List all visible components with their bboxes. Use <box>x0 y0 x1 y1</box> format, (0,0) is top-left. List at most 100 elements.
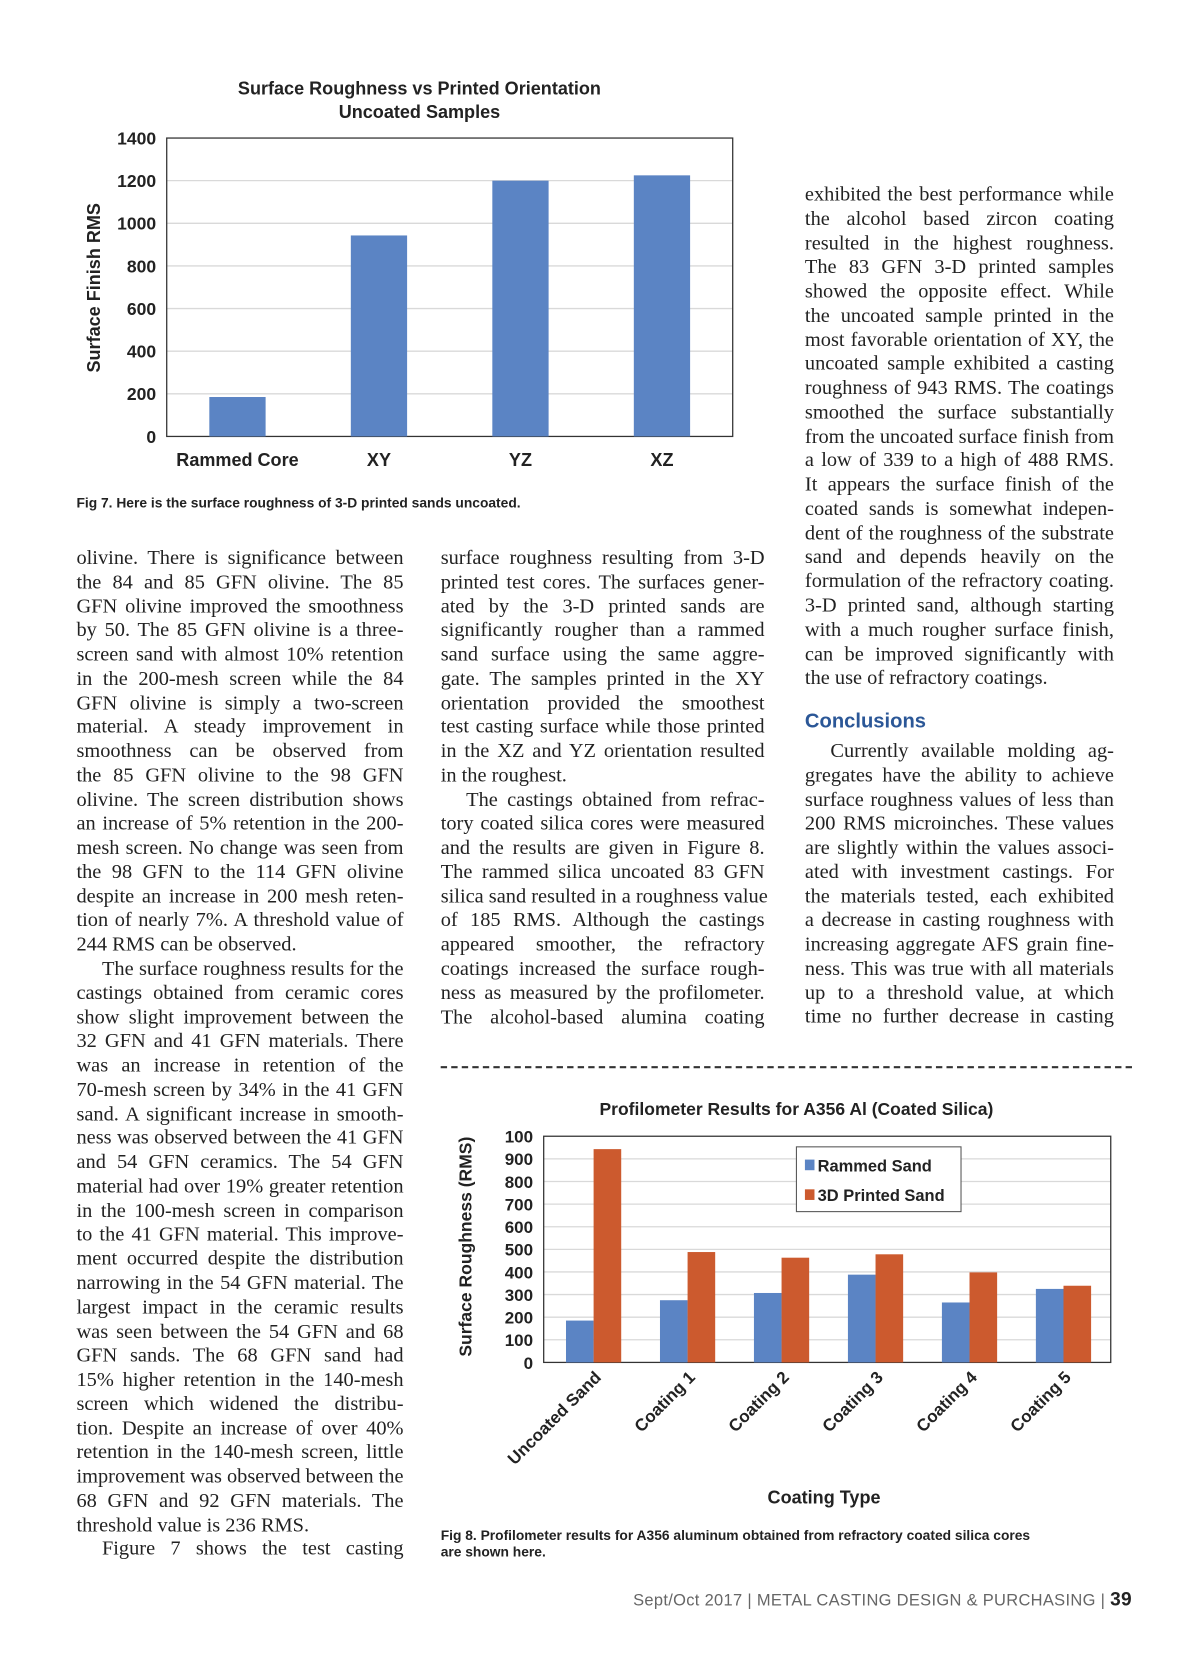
y-tick-label: 500 <box>505 1241 533 1260</box>
conclusions-heading: Conclusions <box>804 710 926 733</box>
bar-rammed-sand <box>1035 1288 1064 1363</box>
y-tick-label: 100 <box>505 1331 533 1350</box>
text-line: and the results are given in Figure 8. <box>440 836 765 860</box>
x-tick-label: Coating 3 <box>819 1368 887 1436</box>
article-column-1: olivine. There is significance between th… <box>76 547 403 1562</box>
y-tick-label: 200 <box>505 1309 533 1328</box>
x-tick-label: Rammed Core <box>176 450 298 470</box>
bar <box>492 180 549 437</box>
text-line: tory coated silica cores were measured <box>440 812 765 836</box>
text-line: was seen between the 54 GFN and 68 <box>76 1320 404 1343</box>
article-column-2: surface roughness resulting from 3-D prin… <box>440 546 768 1030</box>
text-line: narrowing in the 54 GFN material. The <box>76 1272 404 1295</box>
text-line: significantly rougher than a rammed <box>440 619 765 642</box>
bar-3d-printed-sand <box>687 1252 716 1363</box>
text-line: the use of refractory coatings. <box>804 667 1048 690</box>
text-line: appeared smoother, the refractory <box>440 933 765 956</box>
text-line: formulation of the refractory coating. <box>804 570 1114 593</box>
text-line: coatings increased the surface rough- <box>440 957 765 981</box>
plot-area <box>166 137 734 438</box>
y-tick-label: 300 <box>505 1286 533 1305</box>
y-tick-label: 400 <box>127 342 156 362</box>
text-line: threshold value is 236 RMS. <box>76 1513 310 1537</box>
text-line: screen sand with almost 10% retention <box>76 643 404 666</box>
x-tick-label: XY <box>367 450 391 470</box>
text-line: was an increase in retention of the <box>76 1054 404 1077</box>
chart-title: Profilometer Results for A356 Al (Coated… <box>599 1099 993 1119</box>
caption-line: are shown here. <box>440 1544 546 1560</box>
y-tick-label: 1000 <box>117 214 156 234</box>
text-line: coated sands is somewhat indepen- <box>804 497 1114 521</box>
text-line: by 50. The 85 GFN olivine is a three- <box>76 619 404 642</box>
text-line: despite an increase in 200 mesh reten- <box>76 885 404 908</box>
footer-issue: Sept/Oct 2017 <box>633 1591 743 1610</box>
text-line: improvement was observed between the <box>76 1465 404 1488</box>
caption-line: Fig 8. Profilometer results for A356 alu… <box>440 1527 1031 1543</box>
legend-swatch <box>804 1189 815 1200</box>
text-line: sand and depends heavily on the <box>804 546 1114 569</box>
conclusions-text: Currently available molding ag-gregates … <box>805 740 1114 1030</box>
text-line: material had over 19% greater retention <box>76 1175 404 1198</box>
text-line: GFN sands. The 68 GFN sand had <box>76 1344 404 1367</box>
text-line: smoothness can be observed from <box>76 740 404 763</box>
text-line: printed test cores. The surfaces gener- <box>440 571 765 594</box>
text-line: The surface roughness results for the <box>101 957 404 981</box>
text-line: the 84 and 85 GFN olivine. The 85 <box>76 571 404 594</box>
text-line: largest impact in the ceramic results <box>76 1296 404 1319</box>
text-line: resulted in the highest roughness. <box>804 232 1114 255</box>
text-line: 15% higher retention in the 140-mesh <box>76 1368 404 1392</box>
text-line: most favorable orientation of XY, the <box>804 328 1114 352</box>
x-tick-label: XZ <box>650 450 673 470</box>
x-axis-label: Coating Type <box>768 1488 881 1508</box>
text-line: sand surface using the same aggre- <box>440 643 765 666</box>
text-line: It appears the surface finish of the <box>804 473 1114 497</box>
text-line: Figure 7 shows the test casting <box>101 1538 404 1561</box>
y-tick-label: 0 <box>524 1354 533 1373</box>
text-line: smoothed the surface substantially <box>804 401 1114 424</box>
text-line: the 85 GFN olivine to the 98 GFN <box>76 764 404 787</box>
text-line: 70-mesh screen by 34% in the 41 GFN <box>76 1078 404 1102</box>
y-tick-label: 400 <box>505 1263 533 1282</box>
text-line: the materials tested, each exhibited <box>804 885 1114 908</box>
legend-label: Rammed Sand <box>818 1157 932 1175</box>
plot-area <box>543 1135 1112 1364</box>
text-line: ness was observed between the 41 GFN <box>76 1127 404 1150</box>
text-line: in the 100-mesh screen in comparison <box>76 1199 404 1222</box>
figure-8-caption: Fig 8. Profilometer results for A356 alu… <box>441 1527 1030 1561</box>
y-tick-label: 900 <box>505 1150 533 1169</box>
text-line: 68 GFN and 92 GFN materials. The <box>76 1489 404 1512</box>
page-number: 39 <box>1110 1588 1132 1610</box>
text-line: from the uncoated surface finish from <box>804 425 1114 448</box>
text-line: castings obtained from ceramic cores <box>76 982 404 1005</box>
text-line: with a much rougher surface finish, <box>804 618 1114 642</box>
bar-rammed-sand <box>753 1292 782 1363</box>
text-line: of 185 RMS. Although the castings <box>440 909 765 932</box>
chart-title: Surface Roughness vs Printed Orientation <box>238 79 601 99</box>
text-line: uncoated sample exhibited a casting <box>804 352 1114 376</box>
footer-publication: METAL CASTING DESIGN & PURCHASING <box>756 1591 1096 1610</box>
text-line: GFN olivine is simply a two-screen <box>76 691 404 715</box>
text-line: The castings obtained from refrac- <box>466 788 765 811</box>
text-line: surface roughness resulting from 3-D <box>440 546 765 570</box>
text-line: tion. Despite an increase of over 40% <box>76 1417 404 1440</box>
text-line: 244 RMS can be observed. <box>76 933 297 956</box>
text-line: show slight improvement between the <box>76 1006 404 1029</box>
text-line: an increase of 5% retention in the 200- <box>76 812 404 836</box>
bar <box>350 235 408 437</box>
text-line: ment occurred despite the distribution <box>76 1247 404 1271</box>
text-line: dent of the roughness of the substrate <box>804 522 1114 545</box>
text-line: 200 RMS microinches. These values <box>804 812 1114 835</box>
text-line: The 83 GFN 3-D printed samples <box>804 256 1114 279</box>
bar-3d-printed-sand <box>969 1272 998 1363</box>
y-axis-label: Surface Finish RMS <box>84 203 104 372</box>
text-line: and 54 GFN ceramics. The 54 GFN <box>76 1151 404 1174</box>
text-line: gate. The samples printed in the XY <box>440 667 765 691</box>
y-axis-label: Surface Roughness (RMS) <box>455 1137 475 1357</box>
text-line: gregates have the ability to achieve <box>804 764 1114 787</box>
text-line: 32 GFN and 41 GFN materials. There <box>76 1030 404 1053</box>
text-line: ness as measured by the profilometer. <box>440 982 765 1005</box>
x-tick-label: Coating 1 <box>631 1368 699 1436</box>
text-line: to the 41 GFN material. This improve- <box>76 1223 404 1247</box>
text-line: ness. This was true with all materials <box>804 957 1114 981</box>
